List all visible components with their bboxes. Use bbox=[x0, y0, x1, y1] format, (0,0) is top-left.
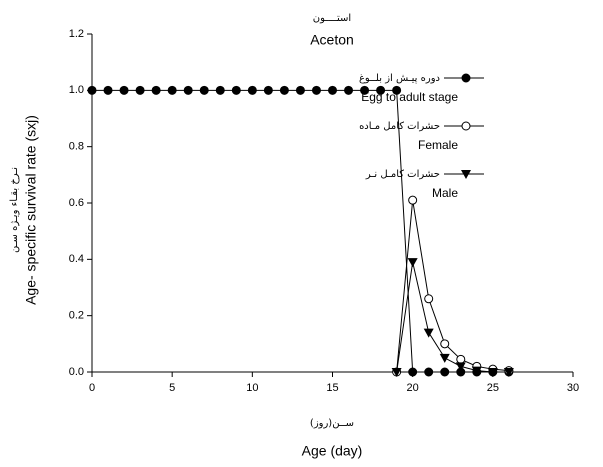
data-point bbox=[311, 85, 321, 95]
legend-label: Male bbox=[432, 186, 458, 200]
legend-label: Egg to adult stage bbox=[361, 90, 458, 104]
data-point bbox=[263, 85, 273, 95]
legend-label-fa: دوره پیـش از بلــوغ bbox=[359, 73, 440, 84]
data-point bbox=[391, 368, 402, 377]
data-point bbox=[440, 367, 450, 377]
data-point bbox=[440, 339, 450, 349]
x-axis-label-fa: ســن(روز) bbox=[310, 418, 354, 429]
y-tick-label: 0.4 bbox=[69, 253, 84, 265]
chart-title-fa: استــــون bbox=[313, 13, 351, 24]
y-tick-label: 0.2 bbox=[69, 310, 84, 322]
data-point bbox=[392, 85, 402, 95]
series-line bbox=[396, 200, 509, 373]
data-point bbox=[119, 85, 129, 95]
data-point bbox=[231, 85, 241, 95]
data-point bbox=[423, 328, 434, 338]
x-tick-label: 15 bbox=[326, 382, 338, 394]
data-point bbox=[328, 85, 337, 95]
legend-label-fa: حشرات کامـل نـر bbox=[365, 169, 440, 180]
legend-marker bbox=[461, 73, 471, 83]
legend-label-fa: حشرات کامل مـاده bbox=[359, 121, 440, 132]
y-tick-label: 1.0 bbox=[69, 84, 84, 96]
data-point bbox=[151, 85, 161, 95]
data-point bbox=[503, 368, 514, 377]
legend-marker bbox=[461, 121, 471, 131]
x-tick-label: 25 bbox=[487, 382, 499, 394]
data-point bbox=[103, 85, 113, 95]
series-line bbox=[92, 89, 509, 373]
data-point bbox=[439, 353, 450, 363]
data-point bbox=[487, 368, 498, 377]
y-axis-label: Age- specific survival rate (sxj) bbox=[23, 115, 39, 305]
y-tick-label: 0.8 bbox=[69, 141, 84, 153]
data-point bbox=[471, 366, 482, 376]
data-point bbox=[247, 85, 257, 95]
data-point bbox=[279, 85, 289, 95]
x-tick-label: 5 bbox=[169, 382, 175, 394]
data-point bbox=[424, 367, 434, 377]
data-point bbox=[455, 362, 466, 372]
x-tick-label: 10 bbox=[246, 382, 258, 394]
x-axis-label: Age (day) bbox=[302, 443, 363, 459]
data-point bbox=[456, 354, 466, 364]
series-line bbox=[396, 262, 509, 373]
data-point bbox=[408, 195, 418, 205]
x-tick-label: 30 bbox=[567, 382, 579, 394]
data-point bbox=[199, 85, 209, 95]
data-point bbox=[167, 85, 177, 95]
data-point bbox=[295, 85, 305, 95]
data-point bbox=[376, 85, 386, 95]
y-tick-label: 0.0 bbox=[69, 366, 84, 378]
x-tick-label: 20 bbox=[407, 382, 419, 394]
data-point bbox=[215, 85, 225, 95]
x-tick-label: 0 bbox=[89, 382, 95, 394]
chart-title: Aceton bbox=[310, 32, 354, 48]
data-point bbox=[87, 85, 97, 95]
data-point bbox=[135, 85, 145, 95]
y-axis-label-fa: نـرخ بقـاء ویـژه سـن bbox=[9, 167, 20, 253]
legend-marker bbox=[461, 170, 471, 179]
data-point bbox=[360, 85, 370, 95]
y-tick-label: 1.2 bbox=[69, 28, 84, 40]
legend-label: Female bbox=[418, 138, 458, 152]
data-point bbox=[344, 85, 354, 95]
data-point bbox=[424, 294, 434, 304]
data-point bbox=[183, 85, 193, 95]
data-point bbox=[408, 367, 418, 377]
data-point bbox=[407, 258, 418, 268]
y-tick-label: 0.6 bbox=[69, 197, 84, 209]
